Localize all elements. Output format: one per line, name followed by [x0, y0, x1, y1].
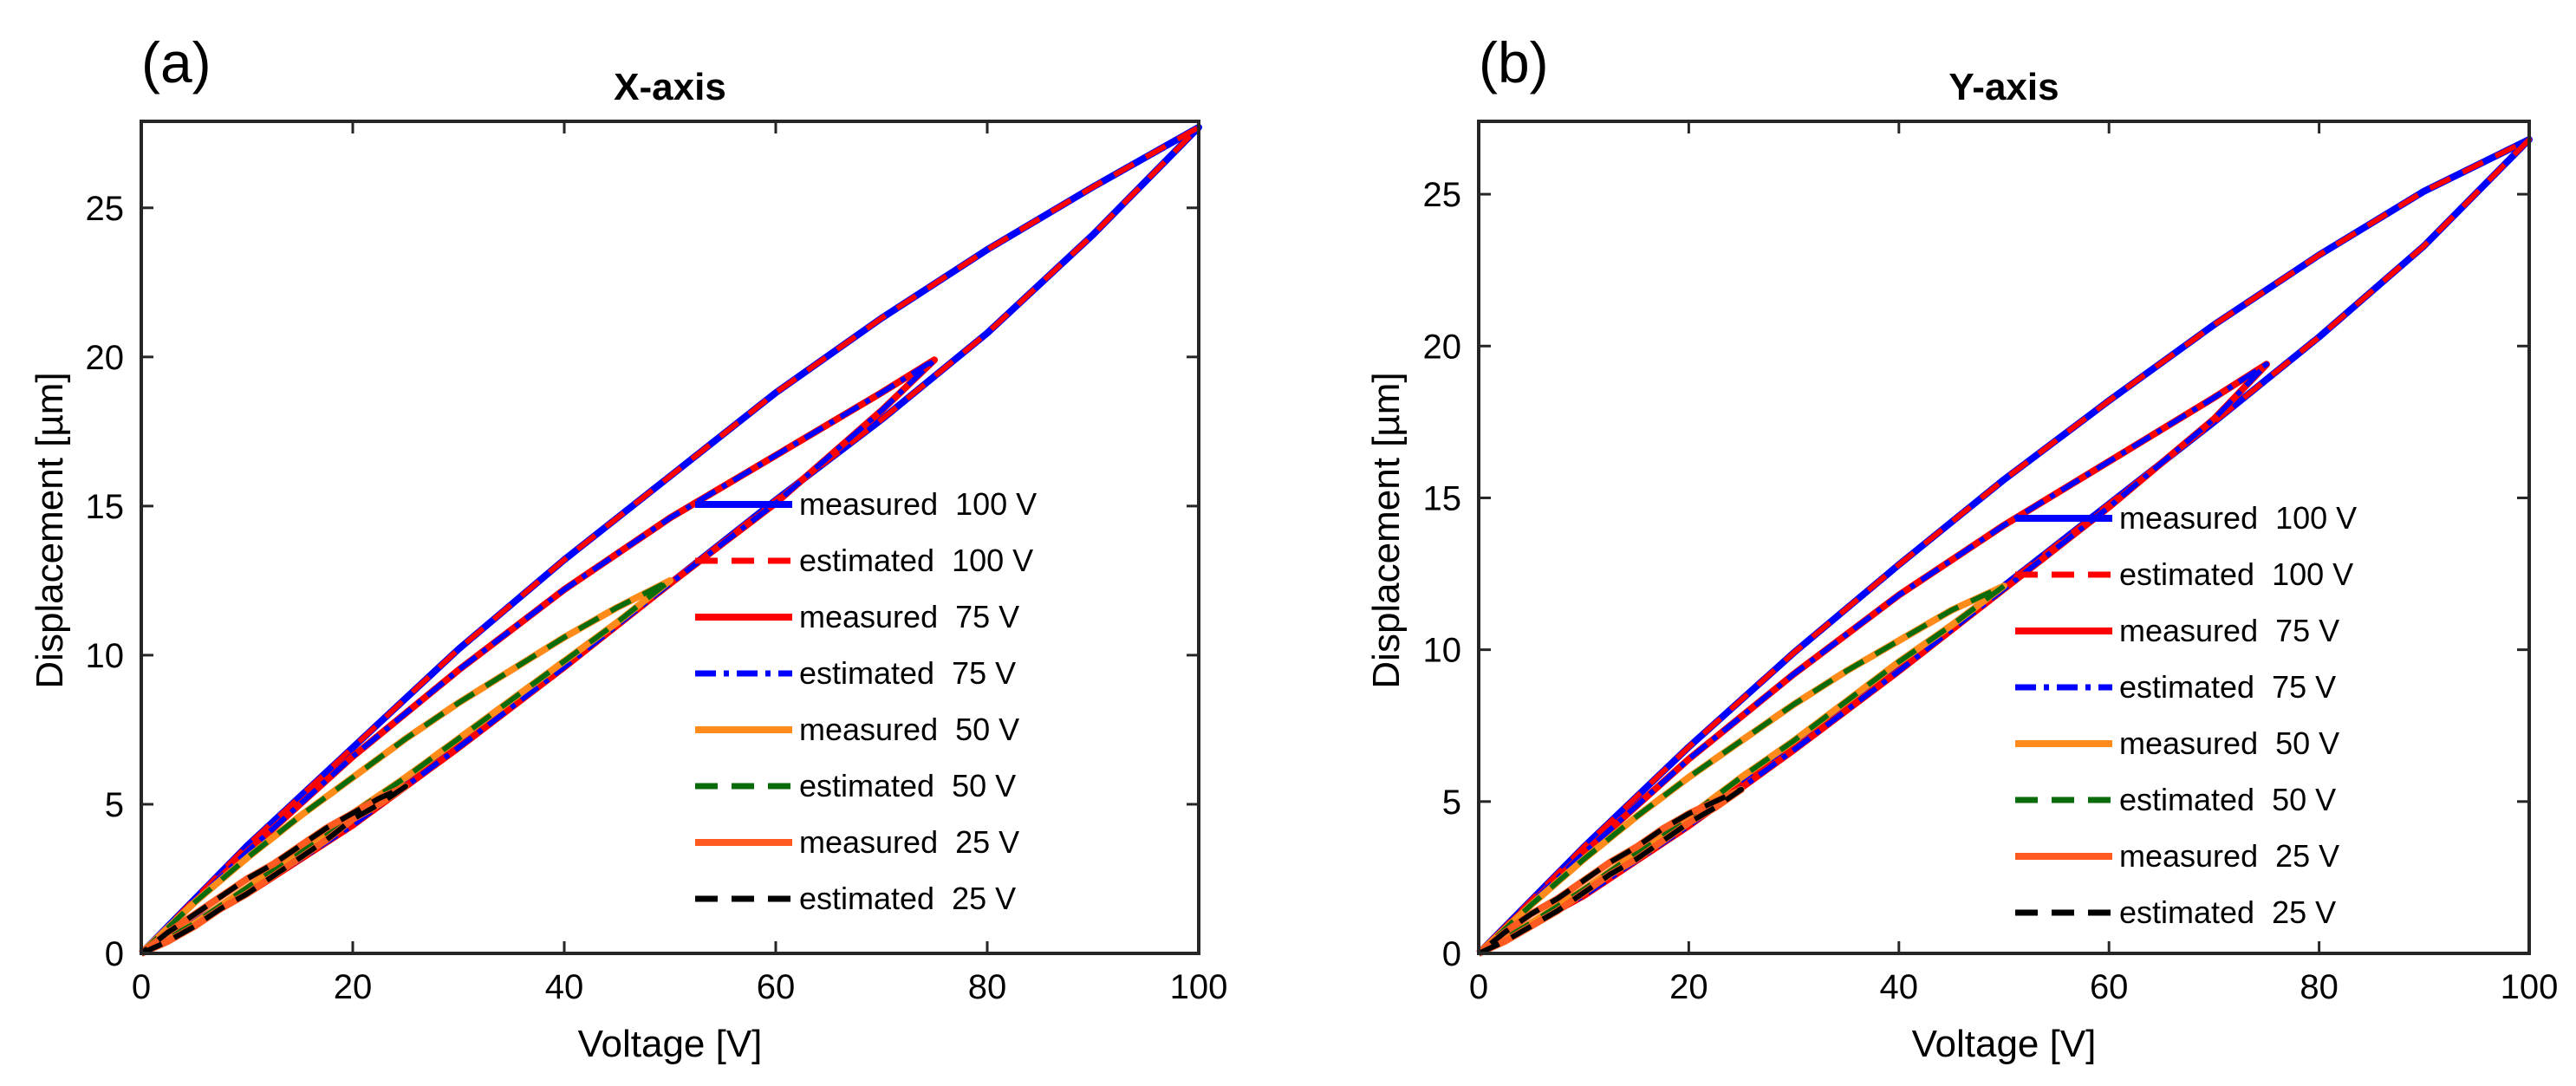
x-tick-label: 0 [132, 968, 151, 1006]
x-tick-label: 80 [2300, 968, 2339, 1006]
axis-ticks: 0 20 40 60 80 100 0 5 10 15 20 25 [1423, 121, 2559, 1006]
plot-frame [140, 120, 1200, 955]
legend-entry: measured 50 V [799, 712, 1019, 747]
plot-curves [1476, 136, 2533, 957]
y-tick-label: 25 [86, 190, 125, 228]
legend-entry: measured 100 V [2119, 500, 2357, 536]
legend-entry: estimated 75 V [2119, 669, 2336, 705]
legend: measured 100 V estimated 100 V measured 75… [2015, 500, 2357, 930]
y-tick-label: 20 [86, 339, 125, 377]
x-axis-label: Voltage [V] [578, 1023, 763, 1065]
legend-entry: measured 25 V [799, 824, 1019, 860]
x-tick-label: 20 [334, 968, 373, 1006]
series-line-100v-measured [139, 123, 1202, 957]
panel-label: (b) [1479, 30, 1549, 94]
legend-entry: estimated 25 V [2119, 894, 2336, 930]
series-line-75v-estimated [139, 357, 937, 956]
panel-label: (a) [141, 30, 211, 94]
x-tick-label: 40 [545, 968, 584, 1006]
legend-entry: measured 25 V [2119, 838, 2339, 874]
legend-entry: estimated 75 V [799, 655, 1016, 691]
legend-entry: estimated 50 V [799, 768, 1016, 803]
y-tick-label: 5 [1442, 784, 1461, 822]
y-tick-label: 15 [86, 488, 125, 526]
y-tick-label: 20 [1423, 328, 1462, 366]
x-tick-label: 60 [757, 968, 796, 1006]
legend-entry: estimated 100 V [2119, 556, 2353, 592]
series-line-100v-estimated [1476, 137, 2532, 956]
x-tick-label: 20 [1669, 968, 1708, 1006]
series-line-25v-estimated [140, 784, 408, 956]
series-line-50v-measured [1476, 582, 2007, 957]
legend-entry: measured 75 V [2119, 613, 2339, 648]
series-line-100v-measured [1476, 136, 2533, 957]
panel-a: (a) X-axis Voltage [V] Displacement [µm]… [29, 30, 1227, 1065]
panel-b: (b) Y-axis Voltage [V] Displacement [µm]… [1365, 30, 2558, 1065]
y-tick-label: 5 [105, 786, 124, 824]
y-tick-label: 25 [1423, 176, 1462, 214]
x-axis-label: Voltage [V] [1912, 1023, 2097, 1065]
y-axis-label: Displacement [µm] [1365, 372, 1408, 688]
x-tick-label: 0 [1469, 968, 1488, 1006]
x-tick-label: 60 [2090, 968, 2129, 1006]
plot-frame [1477, 120, 2531, 955]
legend-entry: measured 50 V [2119, 725, 2339, 761]
series-line-25v-estimated [1477, 786, 1744, 956]
series-line-50v-estimated [139, 577, 673, 956]
series-line-75v-estimated [1476, 361, 2269, 956]
y-axis-label: Displacement [µm] [29, 372, 71, 688]
legend-entry: measured 75 V [799, 599, 1019, 634]
y-tick-label: 15 [1423, 479, 1462, 517]
y-tick-label: 10 [86, 637, 125, 675]
plot-curves [139, 123, 1202, 957]
legend-entry: estimated 100 V [799, 543, 1033, 578]
x-tick-label: 100 [1170, 968, 1228, 1006]
chart-title: X-axis [614, 66, 726, 108]
x-tick-label: 80 [968, 968, 1007, 1006]
legend-entry: estimated 25 V [799, 881, 1016, 916]
chart-title: Y-axis [1948, 66, 2059, 108]
legend-entry: measured 100 V [799, 486, 1037, 522]
legend: measured 100 V estimated 100 V measured 75… [695, 486, 1037, 916]
series-line-100v-estimated [139, 124, 1201, 956]
x-tick-label: 100 [2501, 968, 2559, 1006]
y-tick-label: 0 [105, 935, 124, 973]
y-tick-label: 0 [1442, 935, 1461, 973]
x-tick-label: 40 [1880, 968, 1919, 1006]
axis-ticks: 0 20 40 60 80 100 0 5 10 15 20 25 [86, 121, 1228, 1006]
legend-entry: estimated 50 V [2119, 782, 2336, 817]
y-tick-label: 10 [1423, 632, 1462, 670]
